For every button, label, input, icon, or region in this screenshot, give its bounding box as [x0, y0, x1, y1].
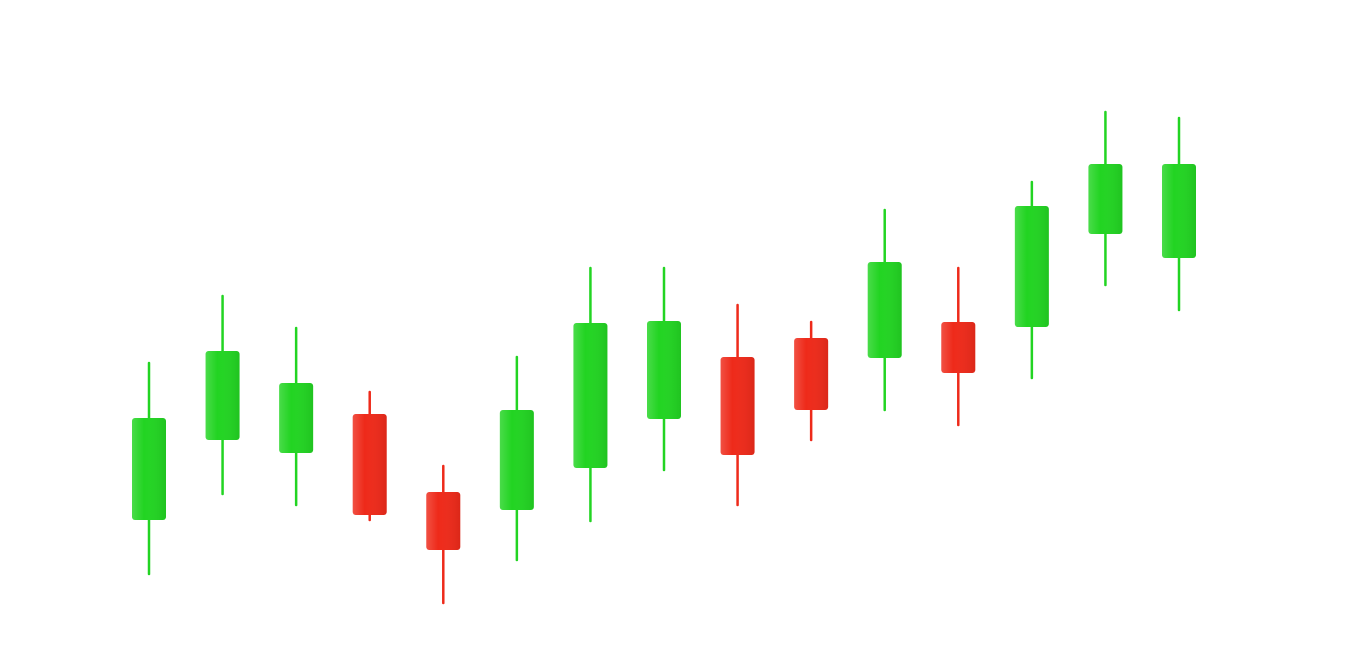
- body: [794, 338, 829, 410]
- body: [132, 418, 166, 520]
- body: [1162, 164, 1196, 258]
- body: [867, 262, 902, 358]
- body: [1088, 164, 1123, 234]
- body: [1014, 206, 1049, 327]
- body: [573, 323, 608, 468]
- body: [499, 410, 534, 510]
- body: [352, 414, 387, 515]
- body: [720, 357, 755, 455]
- body: [647, 321, 681, 419]
- body: [205, 351, 240, 440]
- body: [279, 383, 314, 453]
- body: [426, 492, 461, 550]
- body: [941, 322, 976, 373]
